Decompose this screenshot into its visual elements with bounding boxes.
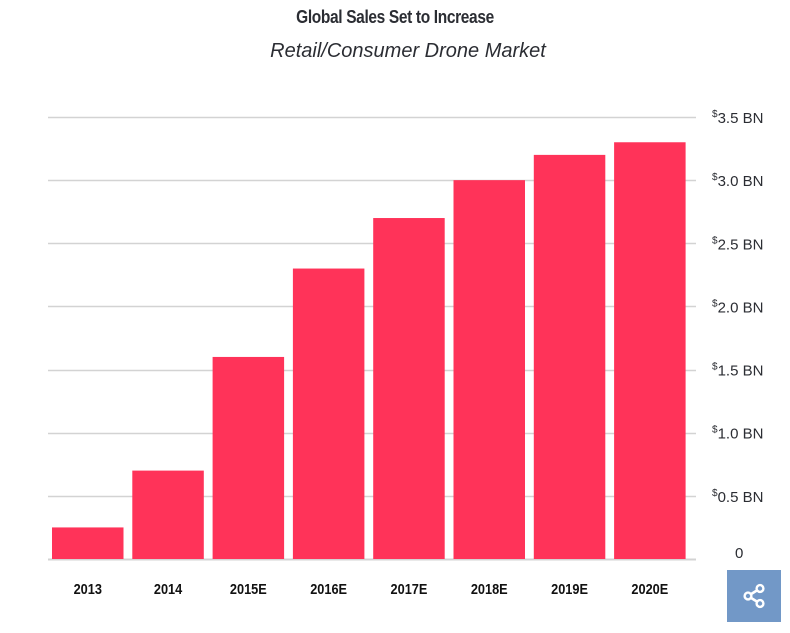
y-tick-label: $2.0 BN <box>712 298 763 316</box>
y-tick-label: $3.5 BN <box>712 109 763 127</box>
y-axis-ticks: 0 $0.5 BN $1.0 BN $1.5 BN $2.0 BN $2.5 BN $3.0… <box>712 109 763 562</box>
y-tick-label: $2.5 BN <box>712 235 763 253</box>
bar-2018e <box>453 180 525 559</box>
x-tick-label: 2015E <box>230 580 267 597</box>
bars <box>52 142 686 559</box>
chart-title: Global Sales Set to Increase <box>296 7 494 27</box>
bar-2020e <box>614 142 686 559</box>
x-tick-label: 2013 <box>74 580 103 597</box>
x-tick-label: 2016E <box>310 580 347 597</box>
y-tick-label: $3.0 BN <box>712 172 763 190</box>
y-tick-label: $1.0 BN <box>712 425 763 443</box>
share-icon <box>743 583 765 609</box>
y-tick-label: 0 <box>735 545 743 562</box>
bar-2017e <box>373 218 445 559</box>
chart-subtitle: Retail/Consumer Drone Market <box>270 40 546 62</box>
bar-2016e <box>292 268 365 559</box>
x-tick-label: 2018E <box>471 580 508 597</box>
x-tick-label: 2017E <box>391 580 428 597</box>
bar-2014 <box>132 470 204 559</box>
share-button[interactable] <box>727 570 781 622</box>
y-tick-label: $0.5 BN <box>712 488 763 506</box>
bar-2019e <box>533 154 606 559</box>
x-tick-label: 2014 <box>154 580 183 597</box>
bar-2013 <box>52 527 124 559</box>
bar-2015e <box>212 356 285 559</box>
x-tick-label: 2019E <box>551 580 588 597</box>
y-tick-label: $1.5 BN <box>712 362 763 380</box>
x-tick-label: 2020E <box>631 580 668 597</box>
x-axis-ticks: 2013 2014 2015E 2016E 2017E 2018E 2019E 2020E <box>74 580 669 597</box>
